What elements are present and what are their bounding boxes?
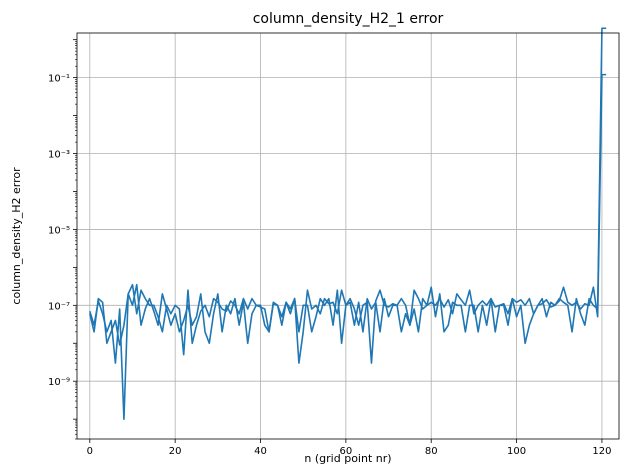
- ticks: 0 20 40 60 80 100 120 10⁻⁹ 10⁻⁷ 10⁻⁵ 10⁻³ 10⁻¹: [48, 39, 611, 457]
- x-tick-label: 40: [254, 446, 267, 457]
- x-tick-label: 20: [169, 446, 182, 457]
- chart-title: column_density_H2_1 error: [253, 11, 444, 27]
- x-tick-label: 120: [592, 446, 611, 457]
- x-tick-label: 0: [87, 446, 93, 457]
- y-tick-label: 10⁻⁷: [48, 301, 70, 312]
- plot-frame: [76, 32, 620, 440]
- y-tick-label: 10⁻³: [48, 150, 70, 161]
- x-tick-label: 100: [507, 446, 526, 457]
- plot-series: [89, 27, 607, 420]
- y-tick-label: 10⁻⁹: [48, 377, 70, 388]
- x-tick-label: 60: [339, 446, 352, 457]
- x-axis-label: n (grid point nr): [304, 452, 391, 465]
- y-tick-label: 10⁻⁵: [48, 225, 70, 236]
- x-tick-label: 80: [425, 446, 438, 457]
- series-line-2: [89, 27, 607, 346]
- grid: [77, 33, 619, 439]
- y-tick-label: 10⁻¹: [48, 74, 70, 85]
- series-line-1: [89, 73, 607, 420]
- y-axis-label: column_density_H2 error: [10, 167, 23, 305]
